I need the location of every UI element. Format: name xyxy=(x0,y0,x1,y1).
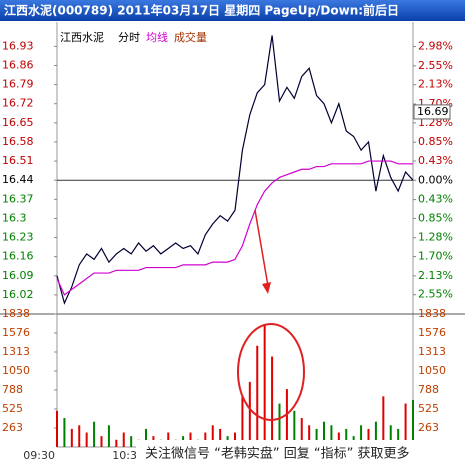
volume-bar xyxy=(315,428,318,447)
volume-bar xyxy=(404,403,407,447)
watermark: 关注微信号 “老韩实盘” 回复 “指标” 获取更多 xyxy=(145,446,409,462)
arrow xyxy=(254,209,269,287)
y-tick-label: 16.65 xyxy=(2,116,34,129)
volume-bar xyxy=(360,425,363,447)
y-tick-label: 16.3 xyxy=(2,211,27,224)
watermark-bg xyxy=(136,440,465,466)
y2-tick-label: 0.43% xyxy=(418,154,453,167)
y2-tick-label: 2.55% xyxy=(418,288,453,301)
legend-name: 江西水泥 xyxy=(60,31,104,44)
volume-bar xyxy=(78,425,81,447)
y2-tick-label: 0.43% xyxy=(418,193,453,206)
cursor-value: 16.69 xyxy=(417,105,449,118)
y-tick-label: 16.72 xyxy=(2,97,34,110)
y-tick-label: 16.16 xyxy=(2,250,34,263)
y-tick-label: 1576 xyxy=(2,326,30,339)
y-tick-label: 1050 xyxy=(2,364,30,377)
volume-bar xyxy=(219,428,222,447)
highlight-circle xyxy=(237,323,305,421)
price-line xyxy=(56,35,414,305)
x-tick-label: 09:30 xyxy=(23,449,55,462)
volume-bar xyxy=(56,410,58,447)
volume-bar xyxy=(248,381,251,447)
volume-bar xyxy=(145,428,147,447)
y-tick-label: 16.58 xyxy=(2,135,34,148)
volume-bar xyxy=(397,428,400,447)
y-tick-label: 16.09 xyxy=(2,269,34,282)
y2-tick-label: 788 xyxy=(418,383,439,396)
y-tick-label: 263 xyxy=(2,421,23,434)
volume-bar xyxy=(367,428,370,447)
y2-tick-label: 2.98% xyxy=(418,40,453,53)
volume-bar xyxy=(323,421,325,447)
volume-bar xyxy=(100,436,103,447)
volume-bar xyxy=(63,418,66,447)
y-tick-label: 16.02 xyxy=(2,288,34,301)
volume-bar xyxy=(130,436,133,447)
y-tick-label: 16.37 xyxy=(2,192,34,205)
volume-bar xyxy=(122,432,125,447)
y-tick-label: 16.51 xyxy=(2,154,34,167)
price-line xyxy=(56,160,413,296)
y2-tick-label: 263 xyxy=(418,421,439,434)
y2-tick-label: 2.13% xyxy=(418,78,453,91)
volume-bar xyxy=(278,403,281,447)
volume-bar xyxy=(389,425,392,447)
volume-bar xyxy=(85,432,88,447)
arrow-head xyxy=(262,282,271,294)
volume-bar xyxy=(241,396,244,447)
volume-bar xyxy=(115,439,118,447)
y2-tick-label: 1838 xyxy=(418,307,446,320)
volume-bar xyxy=(204,432,207,447)
y-tick-label: 16.44 xyxy=(2,173,34,186)
volume-bar xyxy=(330,425,333,447)
volume-bar xyxy=(285,389,288,447)
volume-bar xyxy=(337,432,340,447)
title-bar xyxy=(0,0,465,21)
volume-bar xyxy=(70,428,73,447)
y2-tick-label: 0.00% xyxy=(418,173,453,186)
volume-bar xyxy=(256,345,259,447)
y2-tick-label: 1.28% xyxy=(418,231,453,244)
volume-bar xyxy=(234,432,236,447)
volume-bar xyxy=(308,425,311,447)
volume-bar xyxy=(107,425,110,447)
volume-bar xyxy=(263,323,266,447)
y2-tick-label: 1576 xyxy=(418,326,446,339)
y-tick-label: 16.93 xyxy=(2,39,34,52)
y2-tick-label: 0.85% xyxy=(418,135,453,148)
y2-tick-label: 525 xyxy=(418,402,439,415)
y2-tick-label: 1313 xyxy=(418,345,446,358)
y-tick-label: 1838 xyxy=(2,307,30,320)
volume-bar xyxy=(167,432,170,447)
volume-bar xyxy=(211,425,214,447)
legend-item: 均线 xyxy=(146,30,168,44)
volume-bar xyxy=(93,421,96,447)
volume-bar xyxy=(189,432,192,447)
y-tick-label: 1313 xyxy=(2,345,30,358)
volume-bar xyxy=(271,356,274,447)
volume-bar xyxy=(293,410,296,447)
title: 江西水泥(000789) 2011年03月17日 星期四 PageUp/Down… xyxy=(4,3,399,18)
y2-tick-label: 1050 xyxy=(418,364,446,377)
legend-item: 分时 xyxy=(118,31,140,44)
volume-bar xyxy=(412,399,414,447)
y-tick-label: 16.86 xyxy=(2,59,34,72)
volume-bar xyxy=(345,428,348,447)
y-tick-label: 16.79 xyxy=(2,78,34,91)
y-tick-label: 16.23 xyxy=(2,231,34,244)
volume-bar xyxy=(374,421,377,447)
y2-tick-label: 2.55% xyxy=(418,59,453,72)
y2-tick-label: 0.85% xyxy=(418,211,453,224)
volume-bar xyxy=(382,396,385,447)
y-tick-label: 788 xyxy=(2,383,23,396)
y2-tick-label: 2.13% xyxy=(418,269,453,282)
legend-item: 成交量 xyxy=(174,30,207,44)
volume-bar xyxy=(300,418,303,447)
y2-tick-label: 1.70% xyxy=(418,250,453,263)
y-tick-label: 525 xyxy=(2,402,23,415)
cursor-box xyxy=(413,104,451,120)
